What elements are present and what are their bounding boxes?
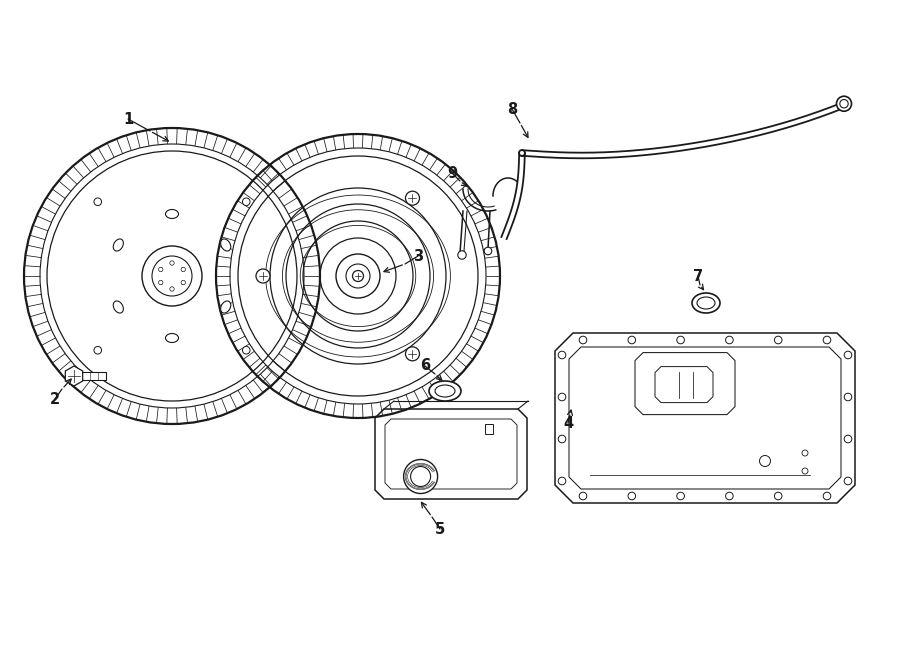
Circle shape xyxy=(142,246,202,306)
Circle shape xyxy=(558,351,566,359)
Text: 8: 8 xyxy=(507,102,517,116)
Text: 5: 5 xyxy=(435,522,446,537)
Circle shape xyxy=(403,459,437,494)
Circle shape xyxy=(580,336,587,344)
Circle shape xyxy=(24,128,320,424)
Polygon shape xyxy=(375,409,527,499)
Circle shape xyxy=(242,198,250,206)
Circle shape xyxy=(802,450,808,456)
Circle shape xyxy=(844,477,851,485)
Text: 4: 4 xyxy=(562,416,573,430)
Ellipse shape xyxy=(166,210,178,219)
Circle shape xyxy=(406,191,419,205)
Circle shape xyxy=(824,492,831,500)
Circle shape xyxy=(94,346,102,354)
Circle shape xyxy=(346,264,370,288)
Text: 7: 7 xyxy=(693,268,703,284)
Circle shape xyxy=(774,492,782,500)
Ellipse shape xyxy=(220,239,230,251)
Circle shape xyxy=(677,336,684,344)
Circle shape xyxy=(181,280,185,285)
Circle shape xyxy=(410,467,430,486)
Circle shape xyxy=(170,261,175,265)
Polygon shape xyxy=(635,352,735,414)
Circle shape xyxy=(580,492,587,500)
Circle shape xyxy=(216,134,500,418)
Circle shape xyxy=(181,267,185,272)
Ellipse shape xyxy=(435,385,455,397)
Circle shape xyxy=(558,435,566,443)
Circle shape xyxy=(458,251,466,259)
Circle shape xyxy=(242,346,250,354)
Circle shape xyxy=(802,468,808,474)
Circle shape xyxy=(94,198,102,206)
Ellipse shape xyxy=(166,334,178,342)
Ellipse shape xyxy=(113,301,123,313)
Circle shape xyxy=(844,435,851,443)
Polygon shape xyxy=(555,333,855,503)
Circle shape xyxy=(158,280,163,285)
Ellipse shape xyxy=(113,239,123,251)
Polygon shape xyxy=(385,419,517,489)
Circle shape xyxy=(484,247,491,254)
Circle shape xyxy=(760,455,770,467)
Bar xyxy=(74,372,106,380)
Circle shape xyxy=(840,100,848,108)
Circle shape xyxy=(558,477,566,485)
Circle shape xyxy=(406,347,419,361)
Circle shape xyxy=(256,269,270,283)
Text: 2: 2 xyxy=(50,391,60,407)
Ellipse shape xyxy=(692,293,720,313)
Ellipse shape xyxy=(220,301,230,313)
Circle shape xyxy=(336,254,380,298)
Circle shape xyxy=(628,492,635,500)
Text: 9: 9 xyxy=(447,165,457,180)
Text: 1: 1 xyxy=(123,112,133,126)
Polygon shape xyxy=(66,366,83,386)
Polygon shape xyxy=(569,347,841,489)
Bar xyxy=(485,424,493,434)
Circle shape xyxy=(824,336,831,344)
Ellipse shape xyxy=(429,381,461,401)
Circle shape xyxy=(844,351,851,359)
Circle shape xyxy=(152,256,192,296)
Polygon shape xyxy=(655,367,713,403)
Circle shape xyxy=(158,267,163,272)
Circle shape xyxy=(725,336,734,344)
Text: 3: 3 xyxy=(413,249,423,264)
Ellipse shape xyxy=(697,297,715,309)
Circle shape xyxy=(558,393,566,401)
Circle shape xyxy=(844,393,851,401)
Circle shape xyxy=(677,492,684,500)
Circle shape xyxy=(628,336,635,344)
Circle shape xyxy=(170,287,175,292)
Circle shape xyxy=(836,97,851,111)
Circle shape xyxy=(774,336,782,344)
Circle shape xyxy=(353,270,364,282)
Circle shape xyxy=(725,492,734,500)
Text: 6: 6 xyxy=(420,358,430,373)
